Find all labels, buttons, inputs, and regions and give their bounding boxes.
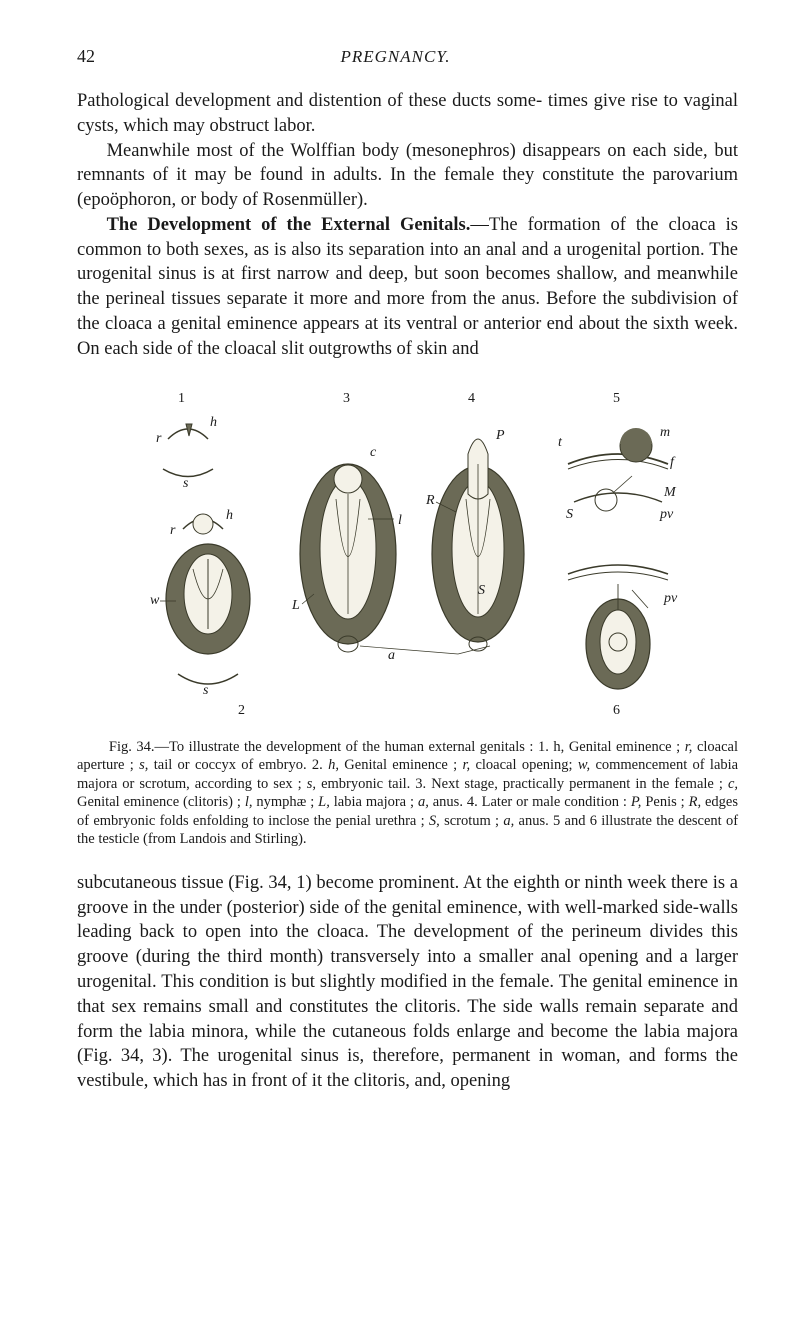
panel-5: t m f M pv S xyxy=(558,425,677,522)
cap-b4: Genital eminence ; xyxy=(344,757,457,773)
para3-rest: —The formation of the cloaca is common t… xyxy=(77,215,738,359)
label-l: l xyxy=(398,513,402,528)
cap-b10: labia majora ; xyxy=(334,794,414,810)
label-s2: s xyxy=(203,683,209,698)
panel-label-6: 6 xyxy=(613,703,620,718)
label-c: c xyxy=(370,445,377,460)
cap-a: Fig. 34.—To illustrate the development o… xyxy=(109,739,534,755)
panel-6: pv xyxy=(568,565,678,689)
panel-label-1: 1 xyxy=(178,391,185,406)
cap-b14: scrotum ; xyxy=(444,813,499,829)
panel-2: h r w s xyxy=(150,508,250,698)
label-r2: r xyxy=(170,523,176,538)
cap-P: P, xyxy=(631,794,642,810)
cap-b5: cloacal opening; xyxy=(475,757,572,773)
running-head: PREGNANCY. xyxy=(95,47,696,67)
cap-c: c, xyxy=(728,776,738,792)
paragraph-1: Pathological development and distention … xyxy=(77,89,738,139)
page-number: 42 xyxy=(77,46,95,67)
paragraph-3: The Development of the External Genitals… xyxy=(77,213,738,362)
label-s: s xyxy=(183,476,189,491)
cap-h2: h, xyxy=(328,757,339,773)
label-P: P xyxy=(495,428,505,443)
cap-S: S, xyxy=(429,813,440,829)
para1-line: Pathological development and distention … xyxy=(77,91,542,111)
label-t: t xyxy=(558,435,563,450)
panel-label-3: 3 xyxy=(343,391,350,406)
label-h2: h xyxy=(226,508,233,523)
panel-1: h r s xyxy=(156,415,217,491)
label-h: h xyxy=(210,415,217,430)
cap-r: r, xyxy=(685,739,693,755)
para4-text: subcutaneous tissue (Fig. 34, 1) become … xyxy=(77,873,738,1091)
label-S5: S xyxy=(566,507,573,522)
cap-L: L, xyxy=(318,794,330,810)
cap-b8: Genital eminence (clitoris) ; xyxy=(77,794,241,810)
figure-caption: Fig. 34.—To illustrate the development o… xyxy=(77,738,738,849)
panel-label-2: 2 xyxy=(238,703,245,718)
panel-4: P R S xyxy=(425,428,524,654)
cap-b12: Penis ; xyxy=(645,794,684,810)
cap-b11: anus. 4. Later or male condition : xyxy=(433,794,627,810)
panel-label-4: 4 xyxy=(468,391,475,406)
figure-34: 1 2 3 4 5 6 h r s h r xyxy=(77,384,738,724)
cap-l: l, xyxy=(245,794,253,810)
panel-label-5: 5 xyxy=(613,391,620,406)
label-f: f xyxy=(670,455,676,470)
cap-b7: embryonic tail. 3. Next stage, practical… xyxy=(321,776,723,792)
cap-1h: 1. h, xyxy=(538,739,564,755)
label-pv: pv xyxy=(659,507,674,522)
page: 42 PREGNANCY. Pathological development a… xyxy=(0,0,800,1144)
cap-s2: s, xyxy=(307,776,316,792)
paragraph-4: subcutaneous tissue (Fig. 34, 1) become … xyxy=(77,871,738,1094)
label-pv2: pv xyxy=(663,591,678,606)
cap-R: R, xyxy=(689,794,701,810)
paragraph-2: Meanwhile most of the Wolffian body (mes… xyxy=(77,139,738,213)
page-header: 42 PREGNANCY. xyxy=(77,46,738,67)
cap-b9: nymphæ ; xyxy=(256,794,314,810)
cap-b3: tail or coccyx of embryo. xyxy=(154,757,307,773)
para3-lead: The Development of the External Genitals… xyxy=(107,215,471,235)
label-L: L xyxy=(291,598,300,613)
cap-a2: a, xyxy=(418,794,429,810)
body-text-bottom: subcutaneous tissue (Fig. 34, 1) become … xyxy=(77,871,738,1094)
label-a: a xyxy=(388,648,395,663)
cap-s: s, xyxy=(139,757,148,773)
cap-2: 2. xyxy=(312,757,323,773)
cap-a3: a, xyxy=(503,813,514,829)
label-w: w xyxy=(150,593,160,608)
cap-w: w, xyxy=(578,757,590,773)
body-text-top: Pathological development and distention … xyxy=(77,89,738,362)
figure-svg: 1 2 3 4 5 6 h r s h r xyxy=(108,384,708,724)
label-m: m xyxy=(660,425,670,440)
cap-b: Genital eminence ; xyxy=(569,739,680,755)
label-S: S xyxy=(478,583,485,598)
cap-r2: r, xyxy=(462,757,470,773)
label-M: M xyxy=(663,485,677,500)
para2-text: Meanwhile most of the Wolffian body (mes… xyxy=(77,141,738,211)
label-R: R xyxy=(425,493,435,508)
label-r: r xyxy=(156,431,162,446)
